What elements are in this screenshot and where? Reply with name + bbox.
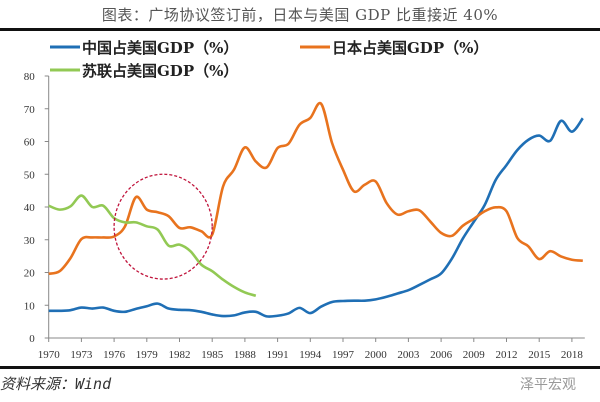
x-tick-label: 2018 bbox=[561, 349, 584, 361]
series-line-china bbox=[48, 117, 584, 318]
x-tick-label: 2015 bbox=[528, 349, 551, 361]
x-tick-label: 2000 bbox=[365, 349, 388, 361]
x-tick-label: 1994 bbox=[299, 349, 322, 361]
y-tick-label: 80 bbox=[24, 71, 36, 83]
x-tick-label: 1973 bbox=[70, 349, 93, 361]
source-note: 资料来源：Wind bbox=[0, 375, 112, 393]
bottom-rule bbox=[0, 366, 600, 369]
legend-label-ussr: 苏联占美国GDP（%） bbox=[82, 62, 238, 80]
x-tick-label: 2006 bbox=[430, 349, 453, 361]
top-rule bbox=[0, 28, 600, 31]
y-tick-label: 20 bbox=[24, 268, 36, 280]
x-tick-label: 1997 bbox=[332, 349, 355, 361]
x-tick-label: 1970 bbox=[38, 349, 61, 361]
x-tick-label: 1976 bbox=[103, 349, 126, 361]
highlight-circle bbox=[113, 173, 213, 280]
x-tick-label: 2003 bbox=[397, 349, 420, 361]
x-tick-label: 2012 bbox=[496, 349, 518, 361]
x-tick-label: 1991 bbox=[267, 349, 289, 361]
y-tick-label: 40 bbox=[24, 202, 36, 214]
x-tick-label: 1979 bbox=[136, 349, 159, 361]
legend-label-japan: 日本占美国GDP（%） bbox=[332, 39, 488, 57]
series-line-japan bbox=[48, 101, 583, 276]
y-tick-label: 0 bbox=[29, 333, 35, 345]
x-tick-label: 1988 bbox=[234, 349, 257, 361]
y-tick-label: 50 bbox=[24, 169, 36, 181]
watermark: 泽平宏观 bbox=[520, 377, 576, 393]
series-line-ussr bbox=[48, 194, 257, 298]
y-tick-label: 30 bbox=[24, 235, 36, 247]
x-tick-label: 2009 bbox=[463, 349, 486, 361]
y-tick-label: 60 bbox=[24, 137, 36, 149]
y-tick-label: 70 bbox=[24, 104, 36, 116]
x-tick-label: 1982 bbox=[169, 349, 191, 361]
legend-label-china: 中国占美国GDP（%） bbox=[82, 39, 238, 57]
page-title: 图表：广场协议签订前，日本与美国 GDP 比重接近 40% bbox=[101, 6, 499, 24]
legend: 中国占美国GDP（%） 日本占美国GDP（%） 苏联占美国GDP（%） bbox=[50, 39, 488, 80]
y-tick-label: 10 bbox=[24, 300, 36, 312]
x-tick-label: 1985 bbox=[201, 349, 224, 361]
